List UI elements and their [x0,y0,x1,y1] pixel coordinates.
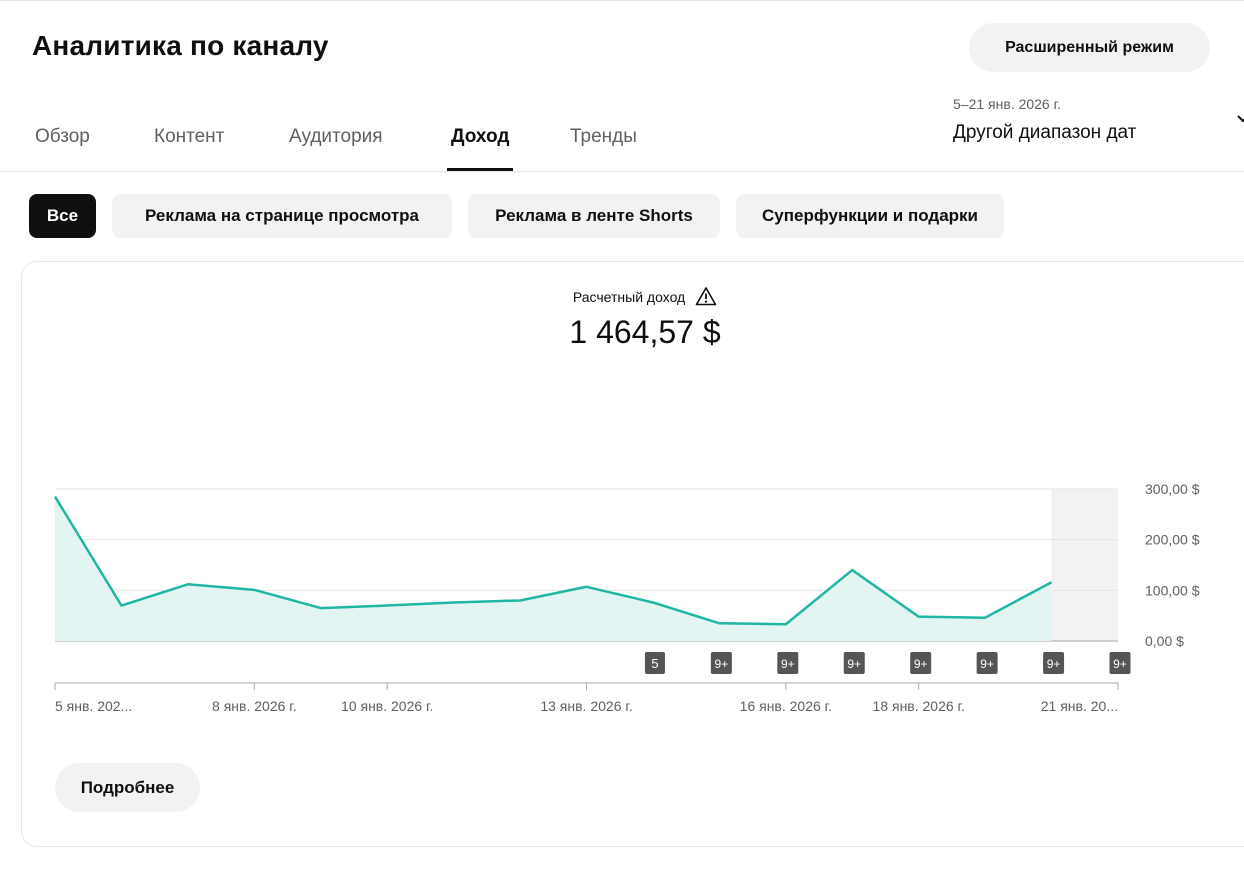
y-tick-label: 100,00 $ [1145,582,1200,598]
revenue-line [53,495,1053,626]
tab-revenue[interactable]: Доход [451,126,510,147]
date-range-selector[interactable]: Другой диапазон дат [953,122,1137,143]
metric-label: Расчетный доход [572,289,686,305]
y-tick-label: 300,00 $ [1145,481,1200,497]
warning-triangle-icon[interactable] [695,286,717,306]
revenue-area-fill [55,496,1052,641]
metric-label-row: Расчетный доход [0,286,1244,306]
x-tick-label: 5 янв. 202... [55,698,132,714]
chip-supers-and-gifts[interactable]: Суперфункции и подарки [736,194,1004,238]
event-badge [910,652,932,674]
event-badge-label: 9+ [781,657,795,671]
tab-overview[interactable]: Обзор [35,126,90,147]
event-badge-label: 9+ [914,657,928,671]
event-badge [976,652,998,674]
x-tick-label: 18 янв. 2026 г. [873,698,965,714]
page-title: Аналитика по каналу [32,30,329,61]
y-tick-label: 200,00 $ [1145,532,1200,548]
event-badge-label: 9+ [1047,657,1061,671]
active-tab-indicator [447,168,513,171]
top-border [0,0,1244,1]
chevron-down-icon[interactable] [1236,112,1244,126]
chip-watch-page-ads[interactable]: Реклама на странице просмотра [112,194,452,238]
advanced-mode-button[interactable]: Расширенный режим [969,23,1210,72]
chip-all[interactable]: Все [29,194,96,238]
tab-content[interactable]: Контент [154,126,225,147]
more-details-button[interactable]: Подробнее [55,763,200,812]
event-badge-label: 9+ [980,657,994,671]
tab-trends[interactable]: Тренды [570,126,637,147]
chip-shorts-feed-ads[interactable]: Реклама в ленте Shorts [468,194,720,238]
revenue-card [21,261,1244,847]
y-tick-label: 0,00 $ [1145,633,1184,649]
incomplete-data-region [1051,489,1118,641]
tabs-divider [0,171,1244,172]
event-badge [777,652,799,674]
event-badge [644,652,665,674]
x-tick-label: 16 янв. 2026 г. [740,698,832,714]
x-tick-label: 10 янв. 2026 г. [341,698,433,714]
event-badge [1109,652,1131,674]
x-tick-label: 8 янв. 2026 г. [212,698,297,714]
event-badge-label: 9+ [715,657,729,671]
revenue-chart[interactable]: 0,00 $ 100,00 $ 200,00 $ 300,00 $ 5 9+ 9+ 9+ 9+ 9… [0,470,1244,730]
event-badge [710,652,732,674]
x-tick-label: 13 янв. 2026 г. [540,698,632,714]
x-tick-label: 21 янв. 20... [1041,698,1118,714]
event-badge-label: 5 [651,656,658,671]
event-badge-label: 9+ [847,657,861,671]
event-badge [1043,652,1065,674]
metric-value: 1 464,57 $ [569,314,721,350]
event-badge [843,652,865,674]
tab-audience[interactable]: Аудитория [289,126,383,147]
date-range-text: 5–21 янв. 2026 г. [953,96,1061,112]
tab-bar: Обзор Контент Аудитория Доход Тренды [0,110,1244,172]
event-badge-label: 9+ [1113,657,1127,671]
